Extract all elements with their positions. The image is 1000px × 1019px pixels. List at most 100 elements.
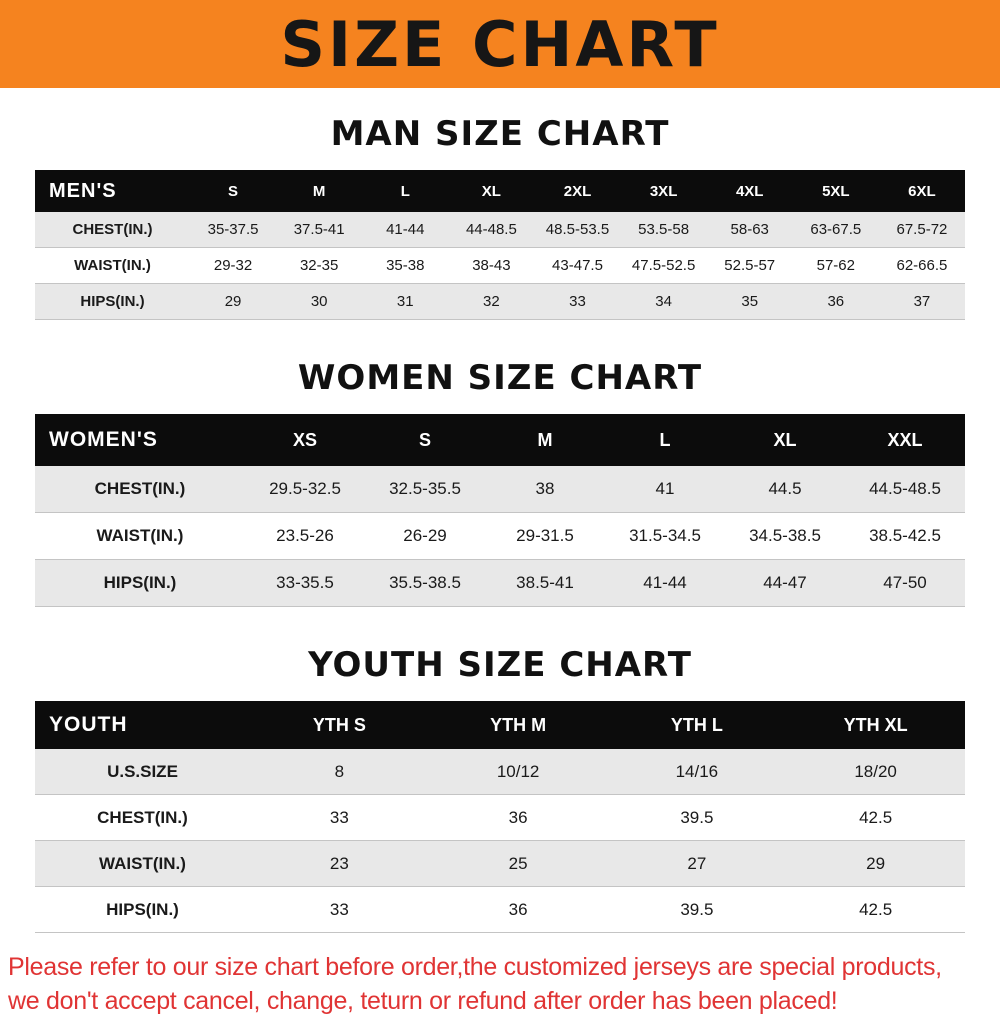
cell-value: 33 — [534, 283, 621, 320]
table-row: CHEST(IN.) 35-37.5 37.5-41 41-44 44-48.5 48.5… — [35, 212, 965, 248]
table-row: CHEST(IN.) 33 36 39.5 42.5 — [35, 794, 965, 841]
cell-value: 36 — [792, 283, 879, 320]
cell-value: 33-35.5 — [245, 559, 365, 607]
cell-value: 41 — [605, 466, 725, 513]
cell-value: 39.5 — [607, 794, 787, 841]
cell-value: 10/12 — [428, 749, 608, 795]
cell-value: 37.5-41 — [276, 212, 363, 248]
column-header: YTH M — [428, 701, 608, 749]
table-row: CHEST(IN.) 29.5-32.5 32.5-35.5 38 41 44.5 44.5… — [35, 466, 965, 513]
table-header-row: YOUTH YTH S YTH M YTH L YTH XL — [35, 701, 965, 749]
column-header: YTH XL — [786, 701, 965, 749]
cell-value: 52.5-57 — [706, 247, 793, 284]
row-label: WAIST(IN.) — [35, 512, 245, 560]
cell-value: 29-32 — [190, 247, 277, 284]
cell-value: 23.5-26 — [245, 512, 365, 560]
row-label: WAIST(IN.) — [35, 840, 250, 887]
table-row: WAIST(IN.) 29-32 32-35 35-38 38-43 43-47.5 47.… — [35, 247, 965, 284]
column-header: 6XL — [878, 170, 965, 212]
footer-note: Please refer to our size chart before or… — [0, 951, 1000, 1019]
column-header: L — [362, 170, 449, 212]
cell-value: 38.5-41 — [485, 559, 605, 607]
cell-value: 14/16 — [607, 749, 787, 795]
column-header: 4XL — [706, 170, 793, 212]
cell-value: 35.5-38.5 — [365, 559, 485, 607]
cell-value: 44-48.5 — [448, 212, 535, 248]
cell-value: 53.5-58 — [620, 212, 707, 248]
size-chart-section: YOUTH SIZE CHART YOUTH YTH S YTH M YTH L YTH… — [0, 645, 1000, 933]
column-header: S — [365, 414, 485, 466]
column-header: YTH L — [607, 701, 787, 749]
cell-value: 67.5-72 — [878, 212, 965, 248]
column-header: 5XL — [792, 170, 879, 212]
cell-value: 32 — [448, 283, 535, 320]
table-corner-label: WOMEN'S — [35, 414, 245, 466]
cell-value: 35-38 — [362, 247, 449, 284]
table-row: HIPS(IN.) 33 36 39.5 42.5 — [35, 886, 965, 933]
table-row: HIPS(IN.) 29 30 31 32 33 34 35 36 37 — [35, 283, 965, 320]
table-row: WAIST(IN.) 23.5-26 26-29 29-31.5 31.5-34.5 34… — [35, 512, 965, 560]
cell-value: 8 — [250, 749, 429, 795]
cell-value: 36 — [428, 886, 608, 933]
row-label: CHEST(IN.) — [35, 212, 190, 248]
column-header: L — [605, 414, 725, 466]
section-title: WOMEN SIZE CHART — [297, 358, 703, 398]
column-header: 2XL — [534, 170, 621, 212]
column-header: XL — [448, 170, 535, 212]
cell-value: 31 — [362, 283, 449, 320]
cell-value: 47-50 — [845, 559, 965, 607]
row-label: CHEST(IN.) — [35, 794, 250, 841]
cell-value: 58-63 — [706, 212, 793, 248]
section-title: YOUTH SIZE CHART — [308, 645, 692, 685]
cell-value: 43-47.5 — [534, 247, 621, 284]
column-header: M — [485, 414, 605, 466]
cell-value: 44-47 — [725, 559, 845, 607]
cell-value: 30 — [276, 283, 363, 320]
cell-value: 57-62 — [792, 247, 879, 284]
row-label: U.S.SIZE — [35, 749, 250, 795]
cell-value: 42.5 — [786, 794, 965, 841]
table-row: HIPS(IN.) 33-35.5 35.5-38.5 38.5-41 41-44 44-… — [35, 559, 965, 607]
cell-value: 41-44 — [362, 212, 449, 248]
table-header-row: MEN'S S M L XL 2XL 3XL 4XL 5XL 6XL — [35, 170, 965, 212]
size-table: MEN'S S M L XL 2XL 3XL 4XL 5XL 6XL CHEST(IN.) 35-3… — [35, 170, 965, 320]
table-row: U.S.SIZE 8 10/12 14/16 18/20 — [35, 749, 965, 795]
cell-value: 37 — [878, 283, 965, 320]
row-label: HIPS(IN.) — [35, 559, 245, 607]
table-corner-label: MEN'S — [35, 170, 190, 212]
cell-value: 35-37.5 — [190, 212, 277, 248]
cell-value: 62-66.5 — [878, 247, 965, 284]
column-header: XS — [245, 414, 365, 466]
column-header: S — [190, 170, 277, 212]
column-header: XL — [725, 414, 845, 466]
cell-value: 47.5-52.5 — [620, 247, 707, 284]
column-header: M — [276, 170, 363, 212]
cell-value: 38.5-42.5 — [845, 512, 965, 560]
row-label: HIPS(IN.) — [35, 283, 190, 320]
cell-value: 29 — [786, 840, 965, 887]
table-header-row: WOMEN'S XS S M L XL XXL — [35, 414, 965, 466]
cell-value: 27 — [607, 840, 787, 887]
size-table: YOUTH YTH S YTH M YTH L YTH XL U.S.SIZE 8 10/1… — [35, 701, 965, 933]
cell-value: 44.5-48.5 — [845, 466, 965, 513]
cell-value: 39.5 — [607, 886, 787, 933]
footer-note-line: we don't accept cancel, change, teturn o… — [8, 986, 838, 1015]
footer-note-line: Please refer to our size chart before or… — [8, 953, 942, 981]
cell-value: 18/20 — [786, 749, 965, 795]
column-header: XXL — [845, 414, 965, 466]
cell-value: 48.5-53.5 — [534, 212, 621, 248]
cell-value: 34.5-38.5 — [725, 512, 845, 560]
cell-value: 38-43 — [448, 247, 535, 284]
cell-value: 31.5-34.5 — [605, 512, 725, 560]
cell-value: 29 — [190, 283, 277, 320]
column-header: 3XL — [620, 170, 707, 212]
row-label: CHEST(IN.) — [35, 466, 245, 513]
row-label: WAIST(IN.) — [35, 247, 190, 284]
cell-value: 32-35 — [276, 247, 363, 284]
size-chart-section: MAN SIZE CHART MEN'S S M L XL 2XL 3XL 4XL 5XL 6XL… — [0, 114, 1000, 320]
size-chart-section: WOMEN SIZE CHART WOMEN'S XS S M L XL XXL CHEST… — [0, 358, 1000, 607]
column-header: YTH S — [250, 701, 429, 749]
cell-value: 29.5-32.5 — [245, 466, 365, 513]
table-row: WAIST(IN.) 23 25 27 29 — [35, 840, 965, 887]
cell-value: 25 — [428, 840, 608, 887]
